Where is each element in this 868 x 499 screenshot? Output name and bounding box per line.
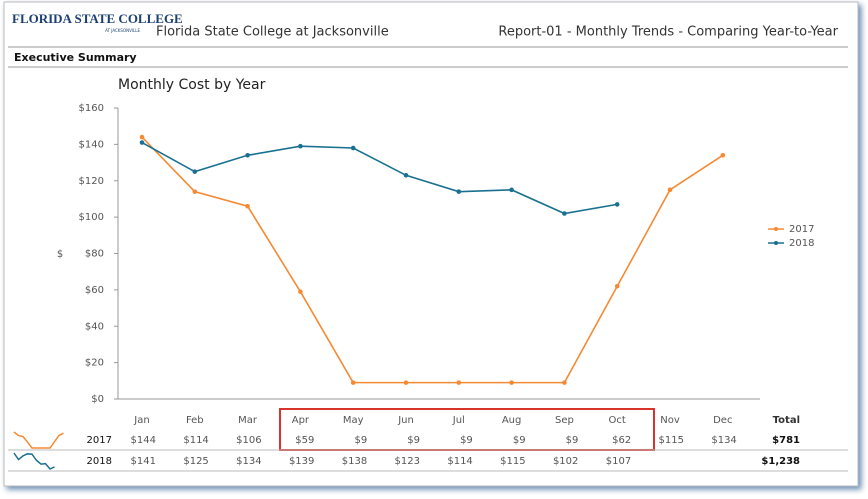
point bbox=[139, 134, 145, 140]
y-tick-label: $100 bbox=[79, 212, 104, 223]
point bbox=[509, 187, 514, 193]
point bbox=[298, 143, 303, 149]
sparkline bbox=[13, 431, 64, 449]
cell: $9 bbox=[407, 435, 420, 446]
legend-label: 2018 bbox=[789, 238, 814, 249]
report-title: Report-01 - Monthly Trends - Comparing Y… bbox=[498, 25, 838, 40]
cell: $114 bbox=[447, 456, 472, 467]
y-tick-label: $80 bbox=[85, 249, 104, 260]
point bbox=[720, 152, 726, 158]
y-tick-label: $120 bbox=[79, 176, 104, 187]
cell: $144 bbox=[131, 435, 156, 446]
x-tick-label: Feb bbox=[186, 415, 204, 426]
cell: $9 bbox=[460, 435, 473, 446]
point bbox=[562, 380, 567, 385]
sparkline bbox=[13, 452, 55, 470]
cell: $141 bbox=[131, 456, 156, 467]
point bbox=[614, 283, 620, 289]
header-title: Florida State College at Jacksonville bbox=[156, 25, 389, 40]
point bbox=[403, 380, 409, 385]
cell: $107 bbox=[606, 456, 631, 467]
point bbox=[509, 380, 514, 385]
x-tick-label: Oct bbox=[609, 415, 626, 426]
y-tick-label: $0 bbox=[91, 394, 104, 405]
x-tick-label: May bbox=[343, 415, 364, 426]
cell: $106 bbox=[236, 435, 261, 446]
x-tick-label: Mar bbox=[238, 415, 258, 426]
row-total: $781 bbox=[772, 435, 800, 446]
y-axis-label: $ bbox=[57, 249, 63, 260]
series-line bbox=[141, 141, 618, 215]
legend-dot bbox=[774, 241, 778, 245]
x-tick-label: Sep bbox=[555, 415, 574, 426]
section-title: Executive Summary bbox=[14, 51, 137, 64]
series-line bbox=[141, 136, 724, 384]
x-tick-label: Aug bbox=[502, 415, 522, 426]
x-tick-label: Jul bbox=[452, 415, 465, 426]
cell: $134 bbox=[236, 456, 261, 467]
point bbox=[350, 380, 356, 385]
cell: $139 bbox=[289, 456, 314, 467]
y-tick-label: $140 bbox=[79, 139, 104, 150]
cell: $138 bbox=[342, 456, 367, 467]
cell: $62 bbox=[612, 435, 631, 446]
point bbox=[298, 289, 303, 294]
cell: $9 bbox=[566, 435, 579, 446]
cell: $114 bbox=[183, 435, 208, 446]
cell: $115 bbox=[659, 435, 684, 446]
point bbox=[456, 189, 462, 194]
legend-dot bbox=[774, 227, 778, 231]
logo-sub: AT JACKSONVILLE bbox=[105, 28, 140, 33]
cell: $102 bbox=[553, 456, 578, 467]
y-tick-label: $160 bbox=[79, 103, 104, 114]
cell: $125 bbox=[183, 456, 208, 467]
x-tick-label: Nov bbox=[660, 415, 680, 426]
y-tick-label: $40 bbox=[85, 321, 104, 332]
point bbox=[139, 140, 145, 145]
point bbox=[456, 380, 462, 385]
point bbox=[614, 202, 620, 207]
point bbox=[403, 172, 409, 178]
point bbox=[245, 203, 250, 209]
cell: $134 bbox=[711, 435, 736, 446]
cell: $59 bbox=[295, 435, 314, 446]
point bbox=[667, 187, 673, 193]
cell: $115 bbox=[500, 456, 525, 467]
point bbox=[192, 189, 198, 194]
row-total: $1,238 bbox=[761, 456, 800, 467]
y-tick-label: $20 bbox=[85, 358, 104, 369]
row-label: 2017 bbox=[87, 435, 112, 446]
point bbox=[245, 152, 250, 158]
logo: FLORIDA STATE COLLEGE bbox=[12, 11, 183, 26]
point bbox=[192, 169, 198, 174]
y-tick-label: $60 bbox=[85, 285, 104, 296]
point bbox=[350, 145, 356, 151]
cell: $123 bbox=[395, 456, 420, 467]
x-tick-label: Apr bbox=[292, 415, 310, 426]
x-tick-label: Jun bbox=[397, 415, 414, 426]
row-label: 2018 bbox=[87, 456, 112, 467]
frame bbox=[3, 1, 859, 487]
cell: $9 bbox=[513, 435, 526, 446]
x-tick-label: Jan bbox=[133, 415, 149, 426]
cell: $9 bbox=[354, 435, 367, 446]
legend-label: 2017 bbox=[789, 224, 814, 235]
total-header: Total bbox=[773, 415, 800, 426]
chart-title: Monthly Cost by Year bbox=[118, 77, 266, 93]
x-tick-label: Dec bbox=[713, 415, 732, 426]
point bbox=[562, 211, 567, 216]
